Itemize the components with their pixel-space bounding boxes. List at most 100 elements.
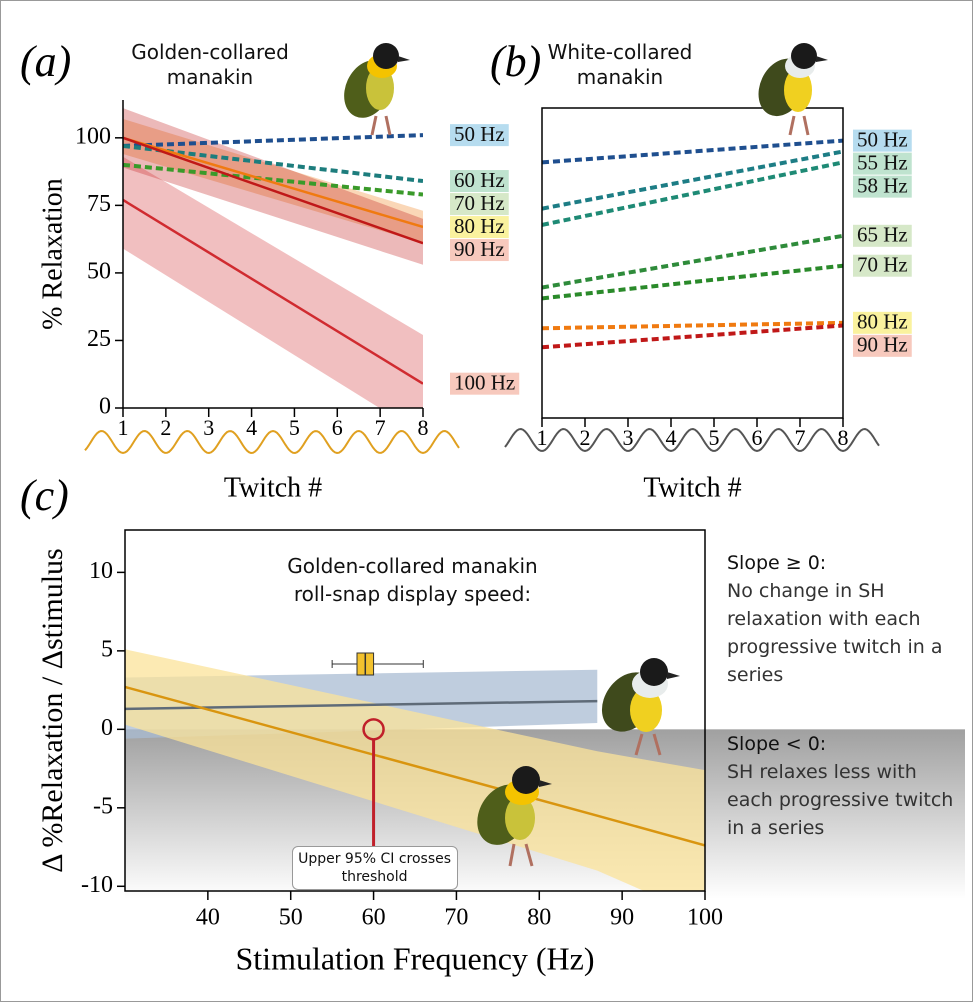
legend-swatch [450, 170, 509, 193]
x-tick-label: 7 [375, 415, 386, 440]
legend-swatch [853, 175, 912, 198]
confidence-band [123, 156, 423, 408]
note-text: No change in SH relaxation with each pro… [727, 580, 943, 686]
bird-illustration [758, 43, 828, 136]
x-tick-label: 2 [580, 425, 591, 450]
stimulus-wave [504, 427, 880, 453]
series-line [542, 323, 843, 350]
legend-label: 80 Hz [454, 214, 505, 238]
stimulus-wave [84, 429, 460, 455]
y-tick-label: 10 [89, 558, 113, 584]
legend-label: 55 Hz [857, 150, 908, 174]
legend-label: 65 Hz [857, 223, 908, 247]
legend-label: 50 Hz [857, 127, 908, 151]
x-tick-label: 8 [838, 425, 849, 450]
series-line [542, 149, 843, 211]
x-tick-label: 1 [537, 425, 548, 450]
panel-label: (b) [490, 37, 541, 86]
y-tick-label: 75 [87, 191, 111, 217]
series-line [542, 160, 843, 227]
legend-label: 70 Hz [857, 253, 908, 277]
legend-swatch [853, 152, 912, 175]
x-tick-label: 90 [610, 905, 634, 931]
legend-swatch [450, 124, 509, 147]
legend-swatch [853, 334, 912, 357]
legend-swatch [450, 372, 520, 395]
legend-label: 80 Hz [857, 310, 908, 334]
y-tick-label: 0 [99, 394, 111, 420]
x-tick-label: 8 [418, 415, 429, 440]
x-tick-label: 80 [527, 905, 551, 931]
x-tick-label: 2 [160, 415, 171, 440]
chart-title: White-collared manakin [547, 40, 693, 89]
x-tick-label: 4 [666, 425, 677, 450]
x-axis-label: Twitch # [224, 472, 322, 503]
legend-label: 70 Hz [454, 191, 505, 215]
boxplot-title: Golden-collared manakin roll-snap displa… [287, 554, 538, 606]
x-tick-label: 1 [118, 415, 129, 440]
plot-frame [124, 529, 706, 892]
y-tick-label: -5 [93, 793, 113, 819]
panel-label: (c) [20, 471, 69, 520]
x-tick-label: 6 [332, 415, 343, 440]
x-tick-label: 40 [196, 905, 220, 931]
threshold-marker [362, 718, 385, 741]
x-tick-label: 7 [795, 425, 806, 450]
y-axis-label: Δ %Relaxation / Δstimulus [36, 548, 69, 872]
legend-swatch [853, 224, 912, 247]
y-tick-label: 5 [101, 636, 113, 662]
series-line [123, 133, 423, 148]
legend-label: 58 Hz [857, 173, 908, 197]
x-axis-label: Twitch # [643, 472, 741, 503]
legend-swatch [450, 216, 509, 239]
legend-swatch [450, 239, 509, 262]
x-tick-label: 5 [709, 425, 720, 450]
y-axis-label: % Relaxation [37, 178, 68, 330]
plot-frame [541, 107, 844, 419]
legend-swatch [853, 129, 912, 152]
note-text: SH relaxes less with each progressive tw… [727, 761, 954, 839]
x-tick-label: 70 [444, 905, 468, 931]
x-tick-label: 50 [279, 905, 303, 931]
bird-illustration [601, 658, 680, 756]
x-tick-label: 5 [289, 415, 300, 440]
series-line [542, 263, 843, 301]
x-tick-label: 3 [203, 415, 214, 440]
note-title: Slope ≥ 0: [727, 552, 827, 574]
panel-label: (a) [20, 37, 71, 86]
legend-swatch [450, 193, 509, 216]
confidence-band [123, 118, 423, 244]
confidence-band [125, 649, 705, 891]
legend-label: 90 Hz [454, 237, 505, 261]
legend-label: 50 Hz [454, 122, 505, 146]
y-tick-label: 50 [87, 258, 111, 284]
note-title: Slope < 0: [727, 733, 827, 755]
x-tick-label: 3 [623, 425, 634, 450]
legend-swatch [853, 254, 912, 277]
x-axis-label: Stimulation Frequency (Hz) [235, 940, 594, 976]
y-tick-label: 25 [87, 326, 111, 352]
series-line [123, 136, 423, 229]
series-line [542, 233, 843, 290]
series-line [123, 162, 423, 197]
x-tick-label: 4 [246, 415, 257, 440]
x-tick-label: 60 [362, 905, 386, 931]
series-line [123, 136, 423, 245]
confidence-band [123, 108, 423, 265]
x-tick-label: 6 [752, 425, 763, 450]
chart-title: Golden-collared manakin [131, 40, 289, 89]
annotation: Upper 95% CI crosses threshold [291, 846, 458, 890]
bird-illustration [477, 766, 552, 867]
series-line [123, 198, 423, 385]
series-line [542, 320, 843, 331]
y-tick-label: 100 [75, 123, 111, 149]
legend-label: 60 Hz [454, 168, 505, 192]
y-tick-label: -10 [81, 872, 113, 898]
legend-swatch [853, 311, 912, 334]
bird-illustration [344, 43, 410, 136]
legend-label: 90 Hz [857, 333, 908, 357]
legend-label: 100 Hz [454, 370, 515, 394]
